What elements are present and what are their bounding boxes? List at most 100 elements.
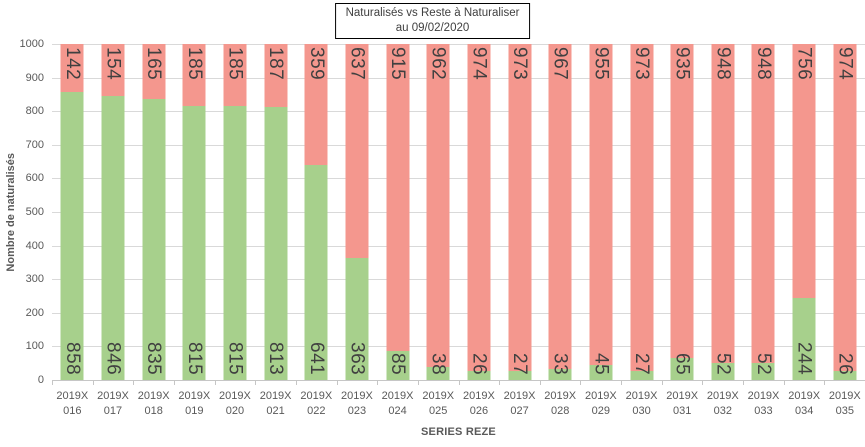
data-label-naturalises: 27 <box>631 352 653 375</box>
x-tick-label-prefix: 2019X <box>584 390 617 402</box>
bar-segment-reste <box>589 44 613 365</box>
x-tick-label: 2019X 018 <box>133 389 174 419</box>
data-label-reste: 948 <box>752 47 774 81</box>
gridline <box>52 111 865 113</box>
bar-segment-naturalises <box>101 95 125 380</box>
gridline <box>52 44 865 45</box>
x-tick-label-prefix: 2019X <box>422 390 455 402</box>
stacked-bar <box>589 44 613 380</box>
bar-segment-naturalises <box>670 358 694 380</box>
x-tick-label-prefix: 2019X <box>706 390 739 402</box>
bar-slot-2019X023: 637 363 <box>337 44 378 380</box>
x-tick-label: 2019X 019 <box>174 389 215 419</box>
stacked-bar <box>467 44 491 380</box>
bar-slot-2019X027: 973 27 <box>499 44 540 380</box>
x-tick-label-prefix: 2019X <box>56 390 89 402</box>
stacked-bar <box>264 44 288 380</box>
x-tick-label: 2019X 023 <box>337 389 378 419</box>
stacked-bar <box>630 44 654 380</box>
stacked-bar <box>60 44 84 380</box>
stacked-bar <box>345 44 369 380</box>
data-label-reste: 637 <box>346 47 368 81</box>
x-tick-label-prefix: 2019X <box>828 390 861 402</box>
x-tick-label-number: 021 <box>266 405 285 417</box>
bar-segment-naturalises <box>182 106 206 380</box>
bar-segment-naturalises <box>711 362 735 380</box>
bar-slot-2019X030: 973 27 <box>621 44 662 380</box>
y-tick-label: 0 <box>37 374 44 386</box>
bar-slot-2019X029: 955 45 <box>581 44 622 380</box>
x-tick-label-prefix: 2019X <box>341 390 373 402</box>
bar-segment-naturalises <box>467 371 491 380</box>
bar-slot-2019X017: 154 846 <box>93 44 134 380</box>
gridline <box>52 212 865 213</box>
x-tick-label-prefix: 2019X <box>666 390 699 402</box>
bar-slot-2019X035: 974 26 <box>824 44 865 380</box>
data-label-naturalises: 38 <box>427 352 449 375</box>
x-tick-label-number: 020 <box>225 405 245 417</box>
data-label-naturalises: 813 <box>265 341 287 375</box>
bar-slot-2019X022: 359 641 <box>296 44 337 380</box>
x-tick-label: 2019X 035 <box>824 389 865 419</box>
x-axis-tick <box>499 381 501 385</box>
data-label-reste: 359 <box>305 47 327 81</box>
x-axis-tick <box>661 381 663 385</box>
data-label-naturalises: 363 <box>346 341 368 375</box>
bar-segment-naturalises <box>751 362 775 380</box>
data-label-naturalises: 26 <box>834 352 856 375</box>
stacked-bar <box>182 44 206 380</box>
data-label-reste: 974 <box>834 47 856 81</box>
x-tick-label: 2019X 028 <box>540 389 581 419</box>
bar-segment-reste <box>182 44 206 107</box>
stacked-bar <box>670 44 694 380</box>
data-label-reste: 967 <box>549 47 571 81</box>
bar-segment-reste <box>711 44 735 363</box>
x-axis-tick <box>255 381 257 385</box>
bar-slot-2019X032: 948 52 <box>703 44 744 380</box>
stacked-bar <box>792 44 816 380</box>
bar-slot-2019X018: 165 835 <box>133 44 174 380</box>
y-tick-label: 900 <box>25 71 44 84</box>
x-tick-label-number: 026 <box>469 405 489 417</box>
x-tick-label-prefix: 2019X <box>462 390 495 402</box>
x-tick-label: 2019X 033 <box>743 389 784 419</box>
x-tick-label-prefix: 2019X <box>97 390 129 402</box>
data-label-naturalises: 244 <box>793 341 815 375</box>
x-axis-tick <box>458 381 460 385</box>
bar-slot-2019X021: 187 813 <box>255 44 296 380</box>
x-axis-tick <box>743 381 745 385</box>
bar-segment-reste <box>304 44 328 165</box>
bar-slot-2019X020: 185 815 <box>215 44 256 380</box>
bar-slot-2019X028: 967 33 <box>540 44 581 380</box>
x-tick-label-prefix: 2019X <box>625 390 658 402</box>
bar-slot-2019X024: 915 85 <box>377 44 418 380</box>
bar-segment-reste <box>751 44 775 363</box>
x-axis-tick <box>133 381 135 385</box>
x-tick-label-prefix: 2019X <box>259 390 292 402</box>
data-label-reste: 154 <box>102 47 124 81</box>
bar-slot-2019X033: 948 52 <box>743 44 784 380</box>
x-tick-label-prefix: 2019X <box>381 390 414 402</box>
bar-segment-reste <box>223 44 247 107</box>
stacked-bar <box>386 44 410 380</box>
data-label-reste: 974 <box>468 47 490 81</box>
gridline <box>52 144 865 146</box>
gridline <box>52 279 865 281</box>
y-tick-label: 100 <box>25 340 44 353</box>
data-label-reste: 165 <box>143 47 165 81</box>
bar-segment-naturalises <box>304 164 328 380</box>
x-axis-tick <box>173 381 175 385</box>
data-label-reste: 973 <box>631 47 653 81</box>
x-tick-label-number: 030 <box>632 405 651 417</box>
bar-segment-naturalises <box>264 106 288 380</box>
y-tick-label: 600 <box>25 172 44 185</box>
x-axis-tick <box>214 381 216 385</box>
bar-segment-reste <box>670 44 694 359</box>
gridline <box>52 178 865 180</box>
bar-segment-reste <box>264 44 288 107</box>
x-tick-label: 2019X 031 <box>662 389 703 419</box>
bar-segment-naturalises <box>223 106 247 380</box>
data-label-naturalises: 52 <box>752 352 774 375</box>
x-tick-label-prefix: 2019X <box>137 390 170 402</box>
bar-slot-2019X019: 185 815 <box>174 44 215 380</box>
